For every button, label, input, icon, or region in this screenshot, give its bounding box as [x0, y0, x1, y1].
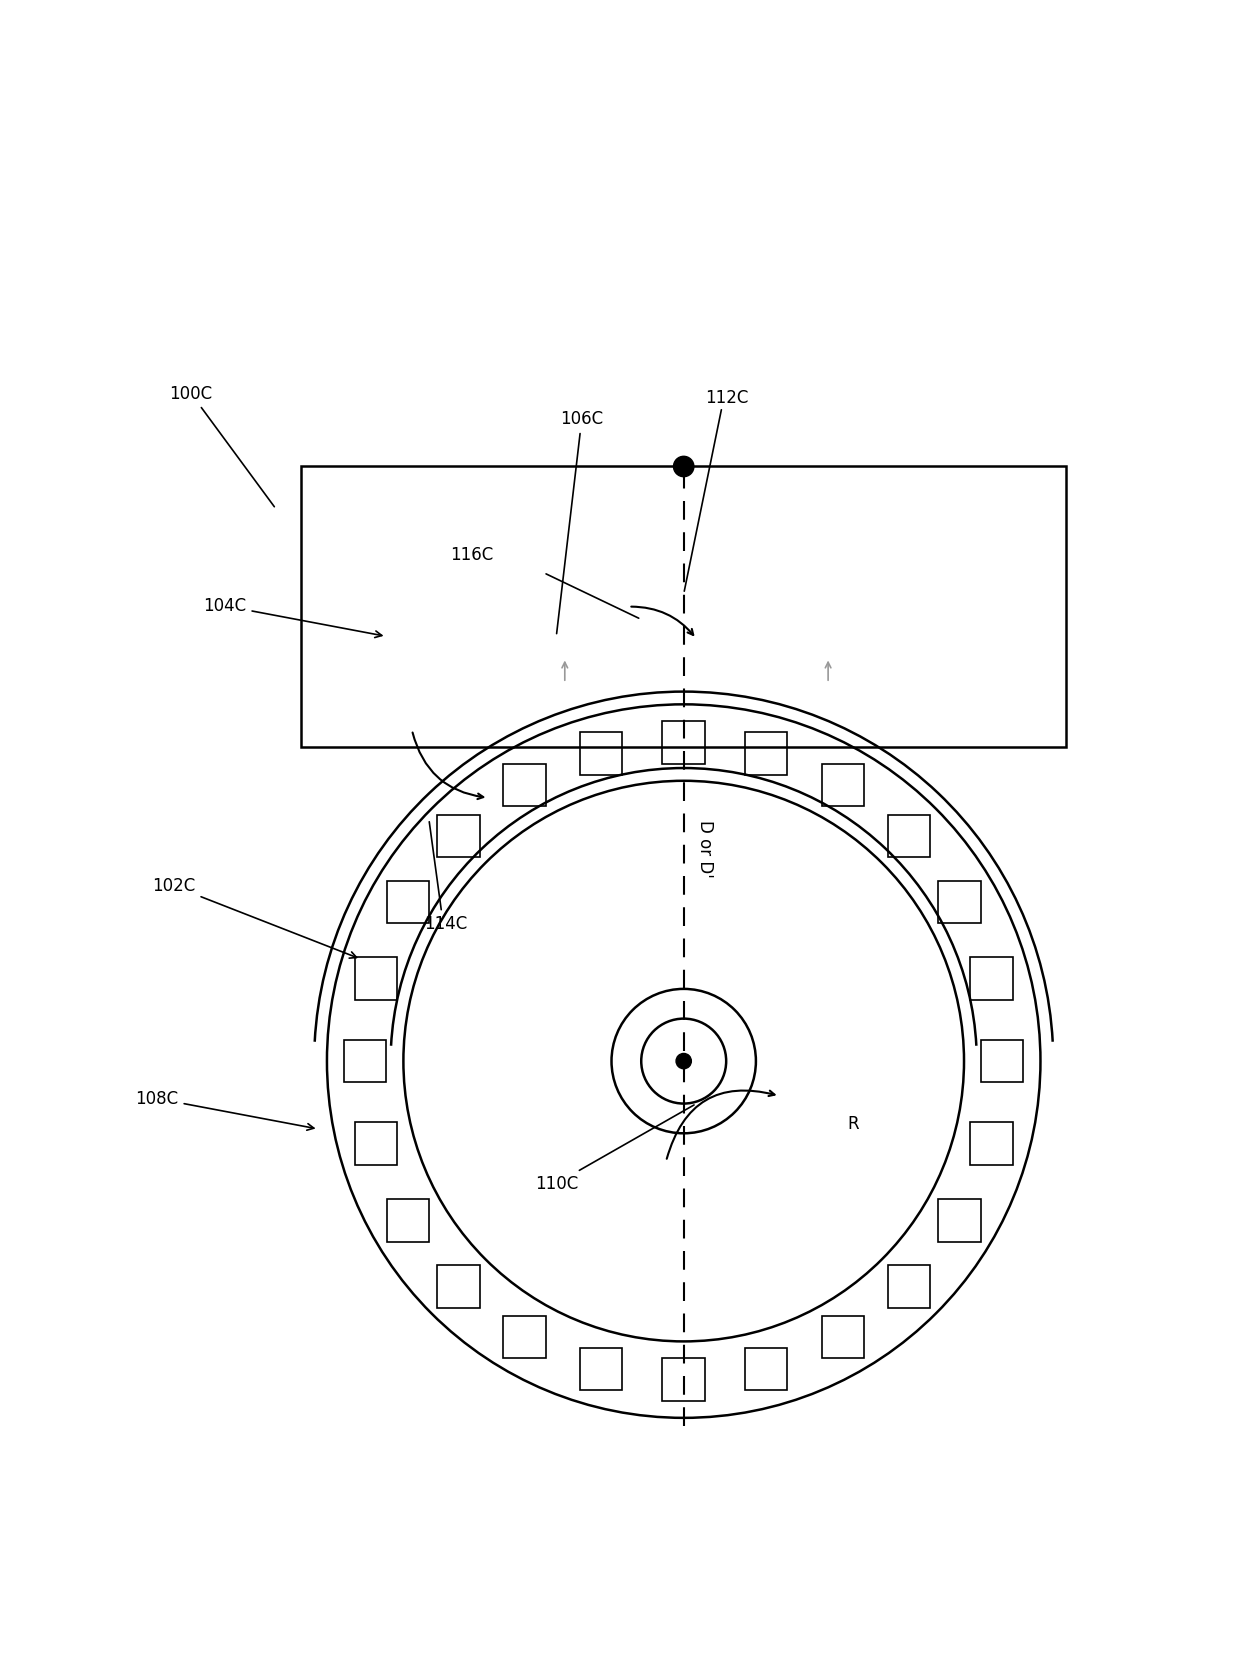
Bar	[301, 467, 1066, 746]
Text: 108C: 108C	[135, 1089, 314, 1130]
Bar	[438, 1264, 480, 1307]
Text: D or D': D or D'	[696, 819, 714, 877]
Circle shape	[673, 457, 694, 477]
Bar	[822, 1316, 864, 1359]
Bar	[970, 957, 1013, 1000]
Bar	[745, 732, 787, 775]
Text: R: R	[848, 1115, 859, 1134]
Bar	[387, 880, 429, 923]
Bar	[503, 765, 546, 806]
Bar	[662, 722, 706, 765]
Bar	[745, 1347, 787, 1390]
Bar	[970, 1122, 1013, 1165]
Bar	[438, 814, 480, 857]
Bar	[355, 957, 397, 1000]
Bar	[580, 1347, 622, 1390]
Text: 110C: 110C	[534, 1106, 694, 1193]
Circle shape	[676, 1054, 692, 1069]
Text: 106C: 106C	[557, 410, 604, 634]
Text: 116C: 116C	[450, 546, 494, 564]
Bar	[939, 1200, 981, 1241]
Bar	[355, 1122, 397, 1165]
Bar	[580, 732, 622, 775]
Text: 112C: 112C	[706, 389, 748, 407]
Text: 104C: 104C	[203, 597, 382, 637]
Bar	[343, 1039, 387, 1082]
Bar	[503, 1316, 546, 1359]
Text: 102C: 102C	[153, 877, 357, 958]
Text: 114C: 114C	[424, 915, 467, 933]
Bar	[888, 814, 930, 857]
Bar	[662, 1359, 706, 1400]
Text: 100C: 100C	[170, 384, 274, 506]
Bar	[387, 1200, 429, 1241]
Bar	[822, 765, 864, 806]
Bar	[939, 880, 981, 923]
Bar	[981, 1039, 1023, 1082]
Bar	[888, 1264, 930, 1307]
